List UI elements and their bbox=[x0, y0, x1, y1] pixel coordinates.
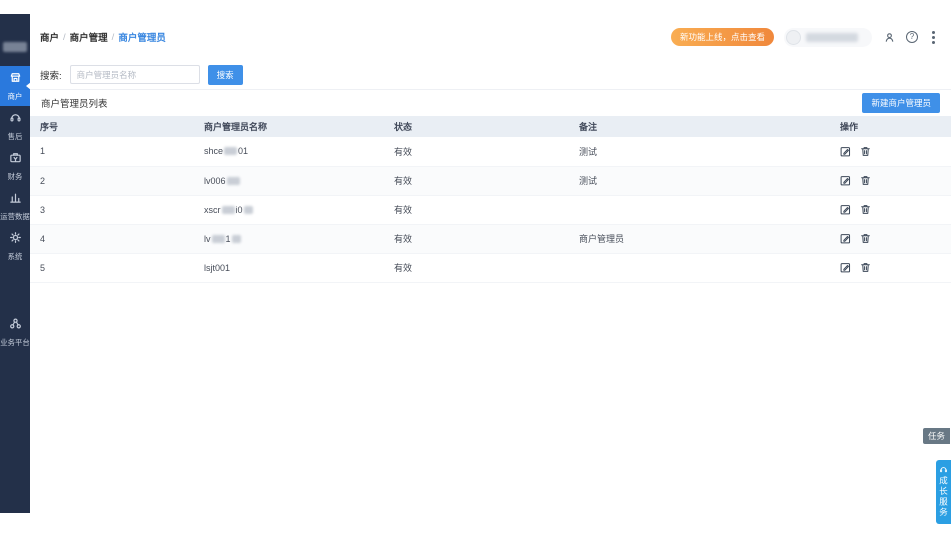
app-logo bbox=[3, 42, 27, 52]
status-label: 有效 bbox=[394, 205, 413, 215]
status-label: 有效 bbox=[394, 263, 413, 273]
search-label: 搜索: bbox=[40, 70, 62, 82]
admin-name: lv 1 bbox=[204, 234, 242, 244]
gear-icon bbox=[9, 231, 22, 249]
sidebar-item-operations-data[interactable]: 运营数据 bbox=[0, 186, 30, 226]
customer-service-icon[interactable] bbox=[882, 30, 896, 44]
table-row: 5 lsjt001 有效 bbox=[30, 253, 951, 283]
search-button[interactable]: 搜索 bbox=[207, 64, 243, 85]
network-icon bbox=[9, 317, 22, 335]
search-input[interactable] bbox=[69, 65, 200, 84]
remark-text: 商户管理员 bbox=[579, 234, 625, 244]
redacted-text bbox=[211, 234, 225, 243]
table-row: 3 xscr i0 有效 bbox=[30, 195, 951, 225]
sidebar-item-business-platform[interactable]: 业务平台 bbox=[0, 312, 30, 352]
sidebar-item-finance[interactable]: 财务 bbox=[0, 146, 30, 186]
admin-name: shce 01 bbox=[204, 146, 249, 157]
redacted-text bbox=[231, 234, 241, 243]
create-admin-button[interactable]: 新建商户管理员 bbox=[862, 93, 940, 113]
admin-name: xscr i0 bbox=[204, 205, 254, 215]
sidebar: 商户 售后 财务 运营数据 bbox=[0, 14, 31, 513]
edit-icon[interactable] bbox=[840, 262, 851, 273]
table-header-row: 序号 商户管理员名称 状态 备注 操作 bbox=[30, 116, 951, 137]
row-index: 2 bbox=[40, 175, 46, 186]
avatar bbox=[786, 29, 801, 45]
delete-icon[interactable] bbox=[860, 262, 871, 273]
row-index: 1 bbox=[40, 146, 46, 157]
delete-icon[interactable] bbox=[860, 146, 871, 157]
row-index: 3 bbox=[40, 204, 46, 215]
breadcrumb-item[interactable]: 商户 bbox=[40, 33, 60, 44]
search-bar: 搜索: 搜索 bbox=[30, 60, 951, 90]
sidebar-item-merchant[interactable]: 商户 bbox=[0, 66, 31, 106]
breadcrumb-separator: / bbox=[63, 31, 66, 43]
task-tab[interactable]: 任务 bbox=[922, 428, 950, 444]
sidebar-item-label: 运营数据 bbox=[0, 211, 30, 221]
delete-icon[interactable] bbox=[860, 175, 871, 186]
table-row: 2 lv006 有效 测试 bbox=[30, 166, 951, 196]
main-content: 商户 / 商户管理 / 商户管理员 新功能上线，点击查看 ? bbox=[30, 14, 951, 524]
breadcrumb-item-current: 商户管理员 bbox=[118, 33, 166, 44]
new-feature-badge[interactable]: 新功能上线，点击查看 bbox=[670, 28, 774, 46]
list-header: 商户管理员列表 新建商户管理员 bbox=[30, 90, 951, 116]
redacted-text bbox=[221, 205, 235, 214]
delete-icon[interactable] bbox=[860, 233, 871, 244]
sidebar-item-label: 系统 bbox=[7, 251, 23, 261]
growth-service-button[interactable]: 成长服务 bbox=[936, 460, 951, 524]
remark-text: 测试 bbox=[579, 176, 598, 186]
admin-name: lsjt001 bbox=[204, 262, 231, 273]
list-title: 商户管理员列表 bbox=[41, 99, 108, 110]
edit-icon[interactable] bbox=[840, 233, 851, 244]
help-icon[interactable]: ? bbox=[906, 31, 918, 43]
breadcrumb: 商户 / 商户管理 / 商户管理员 bbox=[40, 30, 166, 45]
bar-chart-icon bbox=[9, 191, 22, 209]
app-window: 商户 售后 财务 运营数据 bbox=[0, 14, 951, 524]
user-account[interactable] bbox=[784, 27, 872, 47]
status-label: 有效 bbox=[394, 146, 413, 157]
more-menu-icon[interactable] bbox=[932, 35, 935, 39]
sidebar-item-label: 财务 bbox=[7, 171, 23, 181]
sidebar-item-system[interactable]: 系统 bbox=[0, 226, 30, 266]
status-label: 有效 bbox=[394, 234, 413, 244]
admin-name: lv006 bbox=[204, 176, 241, 186]
edit-icon[interactable] bbox=[840, 146, 851, 157]
col-header-status: 状态 bbox=[390, 116, 575, 137]
redacted-text bbox=[226, 176, 240, 185]
delete-icon[interactable] bbox=[860, 204, 871, 215]
headset-icon bbox=[939, 467, 948, 473]
topbar: 商户 / 商户管理 / 商户管理员 新功能上线，点击查看 ? bbox=[30, 14, 951, 60]
col-header-name: 商户管理员名称 bbox=[200, 116, 390, 137]
service-button-label: 成长服务 bbox=[938, 476, 949, 518]
table-row: 1 shce 01 有效 测试 bbox=[30, 137, 951, 167]
storefront-icon bbox=[9, 71, 22, 89]
col-header-remark: 备注 bbox=[575, 116, 836, 137]
briefcase-icon bbox=[9, 151, 22, 169]
topbar-right: 新功能上线，点击查看 ? bbox=[670, 27, 939, 47]
username-redacted bbox=[806, 32, 858, 42]
headset-icon bbox=[9, 111, 22, 129]
redacted-text bbox=[224, 147, 238, 156]
sidebar-nav: 商户 售后 财务 运营数据 bbox=[0, 66, 31, 352]
col-header-no: 序号 bbox=[30, 116, 200, 137]
row-index: 5 bbox=[40, 262, 46, 273]
sidebar-item-label: 业务平台 bbox=[0, 337, 30, 347]
col-header-actions: 操作 bbox=[836, 116, 951, 137]
admin-table: 序号 商户管理员名称 状态 备注 操作 1 shce 01 有效 测试 bbox=[30, 116, 951, 283]
sidebar-item-label: 售后 bbox=[7, 131, 23, 141]
row-index: 4 bbox=[40, 233, 46, 244]
breadcrumb-separator: / bbox=[111, 31, 115, 43]
table-row: 4 lv 1 有效 商户管理员 bbox=[30, 224, 951, 254]
edit-icon[interactable] bbox=[840, 175, 851, 186]
breadcrumb-item[interactable]: 商户管理 bbox=[69, 33, 108, 44]
status-label: 有效 bbox=[394, 176, 413, 186]
redacted-text bbox=[243, 205, 253, 214]
sidebar-item-aftersales[interactable]: 售后 bbox=[0, 106, 30, 146]
edit-icon[interactable] bbox=[840, 204, 851, 215]
sidebar-item-label: 商户 bbox=[7, 91, 23, 101]
remark-text: 测试 bbox=[579, 146, 598, 157]
